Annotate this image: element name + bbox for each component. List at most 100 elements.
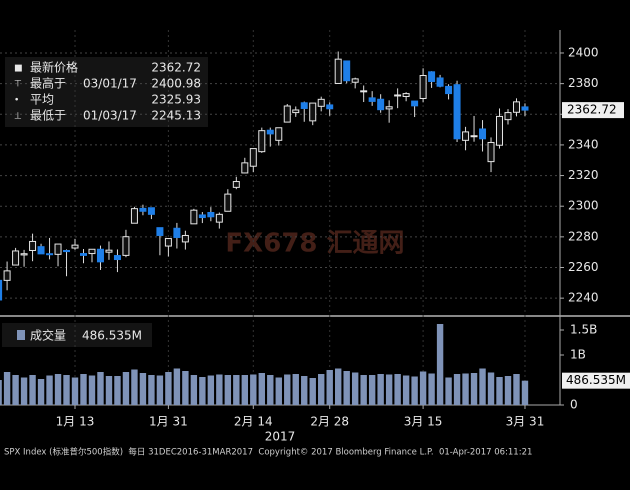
x-tick-label: 3月 15 bbox=[404, 415, 443, 429]
volume-bar bbox=[402, 375, 410, 405]
legend bbox=[5, 57, 208, 127]
watermark: FX678 汇通网 bbox=[225, 229, 404, 259]
last-volume-tag bbox=[562, 372, 630, 389]
legend-value: 2325.93 bbox=[151, 93, 201, 107]
volume-legend-value: 486.535M bbox=[82, 329, 142, 343]
candle-body bbox=[462, 131, 470, 141]
candle-body bbox=[29, 240, 37, 251]
volume-bar bbox=[470, 373, 478, 405]
candle-body bbox=[164, 238, 172, 247]
volume-bar bbox=[216, 374, 223, 405]
candle-body bbox=[198, 214, 206, 219]
volume-bar bbox=[63, 375, 70, 405]
volume-bar bbox=[318, 374, 325, 405]
candle-body bbox=[428, 71, 436, 82]
candle-body bbox=[190, 209, 198, 225]
volume-bar bbox=[394, 374, 401, 405]
legend-box bbox=[5, 57, 208, 127]
candle-body bbox=[46, 253, 54, 256]
volume-bar bbox=[207, 375, 215, 405]
legend-label: 最新价格 bbox=[30, 60, 78, 75]
last-price-tag-label: 2362.72 bbox=[567, 103, 617, 117]
volume-bar bbox=[326, 370, 333, 405]
candle-body bbox=[368, 97, 376, 102]
volume-bar bbox=[122, 372, 130, 405]
volume-y-tick-label: 1B bbox=[570, 348, 586, 362]
volume-legend-name: 成交量 bbox=[30, 328, 66, 343]
candle-body bbox=[122, 236, 130, 256]
last-price-tag bbox=[562, 102, 624, 119]
volume-bar bbox=[105, 376, 113, 405]
candle-body bbox=[385, 106, 393, 110]
volume-bar bbox=[148, 375, 155, 405]
candle-body bbox=[173, 227, 181, 238]
legend-icon: ⊥ bbox=[14, 112, 22, 122]
volume-bar bbox=[258, 373, 265, 405]
footer: SPX Index (标准普尔500指数) 每日 31DEC2016-31MAR… bbox=[4, 447, 532, 458]
volume-bar bbox=[165, 372, 172, 405]
candle-body bbox=[436, 77, 444, 87]
x-tick-label: 3月 31 bbox=[506, 415, 545, 429]
candle-body bbox=[504, 112, 512, 121]
candle-body bbox=[156, 227, 164, 236]
volume-bar bbox=[12, 375, 19, 405]
volume-bar bbox=[301, 376, 308, 405]
volume-bar bbox=[156, 375, 164, 405]
volume-bar bbox=[88, 375, 96, 405]
volume-bar bbox=[445, 377, 452, 405]
volume-bar bbox=[173, 368, 181, 405]
volume-bar bbox=[199, 377, 206, 405]
volume-bar bbox=[436, 324, 444, 405]
y-tick-label: 2320 bbox=[568, 168, 599, 182]
x-tick-label: 2月 14 bbox=[234, 415, 273, 429]
y-tick-label: 2280 bbox=[568, 229, 599, 243]
candle-body bbox=[445, 85, 453, 95]
y-tick-label: 2340 bbox=[568, 137, 599, 151]
volume-legend-swatch bbox=[17, 330, 25, 340]
volume-bar bbox=[504, 376, 512, 405]
legend-date: 03/01/17 bbox=[83, 77, 137, 91]
candle-body bbox=[411, 100, 419, 107]
candle-body bbox=[224, 193, 232, 212]
candle-body bbox=[215, 213, 223, 223]
x-tick-label: 2月 28 bbox=[310, 415, 349, 429]
legend-icon: ⊤ bbox=[14, 80, 22, 90]
volume-bar bbox=[487, 372, 495, 405]
volume-bar bbox=[20, 377, 28, 405]
last-volume-tag-label: 486.535M bbox=[566, 373, 626, 387]
legend-value: 2400.98 bbox=[151, 77, 201, 91]
volume-bar bbox=[80, 374, 87, 405]
volume-bar bbox=[182, 371, 189, 405]
volume-y-tick-label: 0 bbox=[570, 398, 578, 412]
volume-bar bbox=[513, 374, 520, 405]
volume-bar bbox=[54, 374, 62, 405]
candle-body bbox=[80, 253, 87, 256]
volume-bar bbox=[250, 374, 257, 405]
candle-body bbox=[283, 105, 291, 123]
candle-body bbox=[292, 109, 300, 114]
volume-bar bbox=[37, 379, 45, 405]
legend-value: 2245.13 bbox=[151, 109, 201, 123]
candle-body bbox=[334, 58, 342, 84]
legend-date: 01/03/17 bbox=[83, 109, 137, 123]
candle-body bbox=[63, 249, 71, 253]
candle-body bbox=[54, 243, 62, 255]
candle-body bbox=[317, 98, 325, 107]
volume-bar bbox=[462, 373, 469, 405]
candle-body bbox=[479, 128, 487, 140]
candle-body bbox=[258, 130, 266, 153]
candle-body bbox=[343, 60, 351, 82]
candle-body bbox=[20, 253, 28, 256]
volume-legend-box bbox=[2, 323, 152, 347]
volume-bar bbox=[190, 375, 198, 405]
volume-bar bbox=[131, 369, 138, 405]
candle-body bbox=[3, 270, 11, 281]
candle-body bbox=[266, 129, 274, 135]
volume-bar bbox=[351, 372, 359, 405]
candle-body bbox=[113, 255, 121, 261]
candle-body bbox=[130, 208, 138, 224]
x-tick-label: 1月 13 bbox=[56, 415, 95, 429]
candle-body bbox=[105, 249, 113, 253]
candle-body bbox=[419, 75, 427, 99]
